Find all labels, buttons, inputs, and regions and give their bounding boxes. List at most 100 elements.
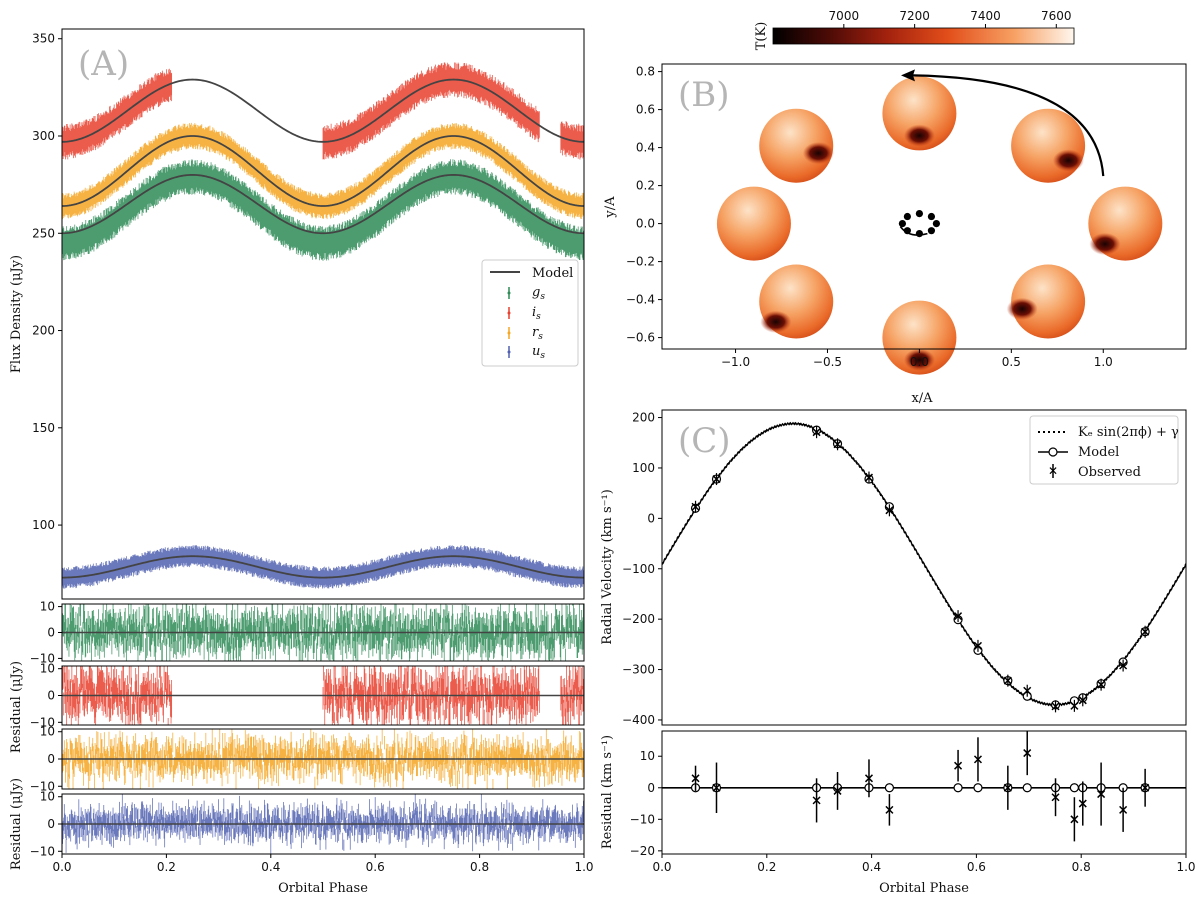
residual-ytick-label: −10 xyxy=(30,715,55,729)
colorbar-tick-label: 7600 xyxy=(1041,9,1072,23)
rv-residual-point xyxy=(954,761,963,770)
errorbars-i_s xyxy=(62,62,584,160)
star-6 xyxy=(882,300,957,375)
star-spot xyxy=(760,310,792,333)
panel-a-label: (A) xyxy=(78,44,129,84)
legend-g-entry: gs xyxy=(507,285,545,302)
colorbar-tick-label: 7400 xyxy=(970,9,1001,23)
residual-ytick-label: 10 xyxy=(40,662,55,676)
colorbar-ticks: 7000 7200 7400 7600 xyxy=(829,9,1072,28)
c-ytick-label: 0 xyxy=(647,511,655,525)
companion-marker xyxy=(927,227,936,235)
colorbar-label: T(K) xyxy=(754,22,769,51)
legend-model-text: Model xyxy=(532,266,573,281)
errorbars-u_s xyxy=(62,545,584,589)
residual-ytick-label: 0 xyxy=(47,752,55,766)
companion-marker xyxy=(915,210,924,218)
companion-marker xyxy=(903,212,911,221)
panel-c-legend: Kₑ sin(2πϕ) + γ Model ✕ Observed xyxy=(1029,415,1179,485)
rv-residual-model-point xyxy=(884,783,895,793)
rv-residual-point xyxy=(1051,793,1060,802)
rv-obs-point xyxy=(954,612,963,621)
series-i_s xyxy=(62,62,584,160)
companion-marker xyxy=(927,212,936,221)
c-ytick-label: −300 xyxy=(622,663,655,677)
star-spot xyxy=(903,124,935,147)
legend-r-entry: rs xyxy=(507,325,543,342)
star-1 xyxy=(1011,108,1086,183)
panel-a-frame xyxy=(61,28,585,600)
rv-residual-model-point xyxy=(953,783,963,793)
rv-obs-point xyxy=(864,473,874,482)
star-spot xyxy=(802,142,834,165)
svg-text:rs: rs xyxy=(532,325,543,342)
companion-orbit xyxy=(898,210,941,238)
flux-axis-label: Flux Density (μJy) xyxy=(9,255,24,373)
residual-u xyxy=(62,794,584,854)
rv-obs-point xyxy=(712,475,721,484)
panel-c-ticks: −400 −300 −200 −100 0 100 200 xyxy=(622,411,662,727)
c-ytick-label: 100 xyxy=(632,461,655,475)
b-ytick-label: 0.4 xyxy=(636,141,655,155)
ytick-label: 150 xyxy=(32,421,55,435)
rv-residual-point xyxy=(1141,783,1150,792)
star-7 xyxy=(1006,264,1086,339)
b-ytick-label: −0.2 xyxy=(626,255,655,269)
rv-obs-point xyxy=(691,502,700,511)
xtick-label: 0.2 xyxy=(157,860,176,874)
rv-residual-point xyxy=(833,786,842,795)
panel-c-residual-ticks: −20 −10 0 10 0.0 0.2 0.4 0.6 0.8 1.0 xyxy=(630,749,1196,874)
rv-obs-point xyxy=(812,428,821,437)
b-ytick-label: 0.8 xyxy=(636,65,655,79)
panel-b-ticks: −1.0 −0.5 0.0 0.5 1.0 −0.6 −0.4 −0.2 0.0 0.2 0.4 0.… xyxy=(626,65,1113,369)
star-spot xyxy=(1006,297,1038,320)
rv-obs-point xyxy=(1119,661,1128,670)
residual-ytick-label: 0 xyxy=(47,689,55,703)
legend-u-text: u xyxy=(532,344,540,359)
residual-ytick-label: 10 xyxy=(40,725,55,739)
legend-i-text: i xyxy=(532,305,536,320)
c-ytick-label: −200 xyxy=(622,612,655,626)
residual-i xyxy=(62,666,584,725)
residual-errorbars xyxy=(62,604,584,661)
cr-xtick-label: 0.0 xyxy=(652,860,671,874)
residual-axis-label-1: Residual (μJy) xyxy=(9,661,24,753)
svg-text:is: is xyxy=(532,305,541,322)
b-xtick-label: 0.5 xyxy=(1002,355,1021,369)
residual-ytick-label: 10 xyxy=(40,790,55,804)
b-xtick-label: 1.0 xyxy=(1094,355,1113,369)
companion-arc xyxy=(899,226,928,236)
star-3 xyxy=(759,108,834,183)
b-xtick-label: −1.0 xyxy=(721,355,750,369)
model-curve-i_s xyxy=(62,78,584,143)
rv-residual-point xyxy=(1003,783,1012,792)
rv-obs-point xyxy=(1003,676,1012,685)
star-2 xyxy=(882,76,957,151)
cr-xtick-label: 1.0 xyxy=(1176,860,1195,874)
cr-xtick-label: 0.4 xyxy=(862,860,881,874)
residual-axis-label-2: Residual (μJy) xyxy=(9,778,24,870)
ytick-label: 350 xyxy=(32,32,55,46)
rv-obs-point xyxy=(1023,686,1032,695)
legend-g-text: g xyxy=(532,285,540,300)
xa-axis-label: x/A xyxy=(911,391,933,406)
xtick-label: 0.6 xyxy=(366,860,385,874)
cr-ytick-label: 0 xyxy=(647,781,655,795)
rv-residual-point xyxy=(885,805,894,814)
legend-r-text: r xyxy=(532,325,539,340)
ytick-label: 300 xyxy=(32,129,55,143)
star-0 xyxy=(1088,186,1163,261)
b-ytick-label: −0.4 xyxy=(626,293,655,307)
rv-legend-box xyxy=(1029,415,1179,485)
c-ytick-label: −100 xyxy=(622,562,655,576)
orbital-phase-label-c: Orbital Phase xyxy=(879,881,969,896)
ytick-label: 200 xyxy=(32,324,55,338)
b-ytick-label: −0.6 xyxy=(626,331,655,345)
legend-obs-marker: ✕ xyxy=(1048,464,1058,478)
panel-b-star-map: 7000 7200 7400 7600 T(K) −1.0 −0.5 0.0 0.5 1.0−… xyxy=(603,9,1187,406)
ya-axis-label: y/A xyxy=(603,196,618,219)
colorbar-tick-label: 7000 xyxy=(829,9,860,23)
c-ytick-label: −400 xyxy=(622,713,655,727)
